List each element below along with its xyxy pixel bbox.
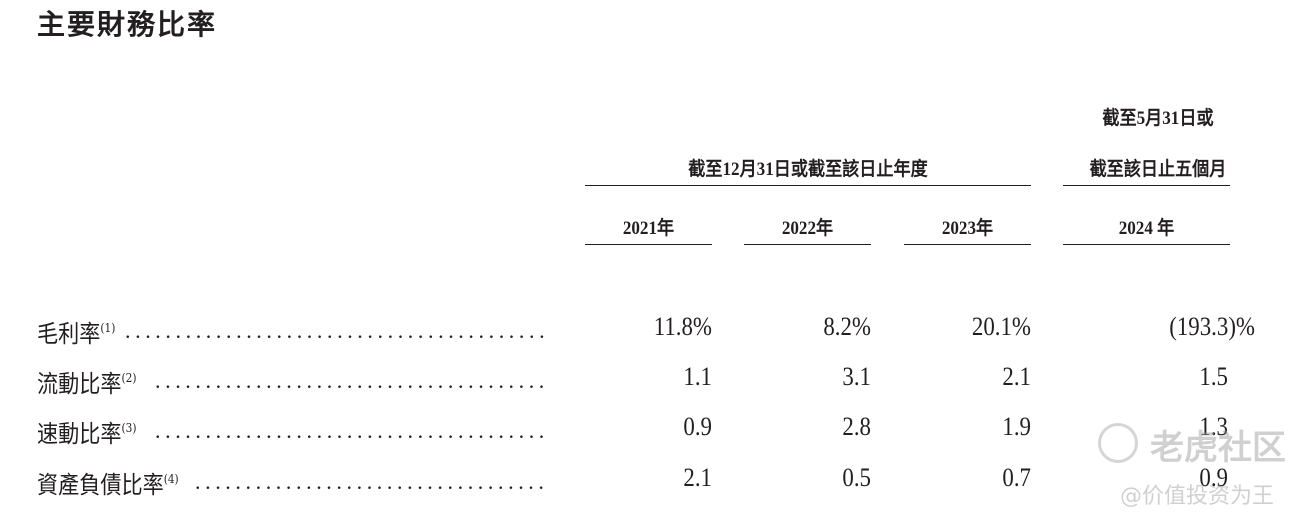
dot-leader: ........................................… (155, 418, 548, 443)
year-header-2022: 2022年 (781, 218, 834, 239)
ratio-value: 2.1 (683, 463, 712, 492)
watermark-brand: 老虎社区 (1150, 428, 1286, 468)
year-rule (744, 244, 871, 245)
dot-leader: ........................................… (195, 469, 548, 494)
header-fiscal-years: 截至12月31日或截至該日止年度 (688, 159, 928, 180)
dot-leader: ........................................… (155, 368, 548, 393)
footnote-ref: (1) (100, 321, 116, 335)
row-label: 資產負債比率(4) (37, 465, 179, 500)
header-five-months-line1: 截至5月31日或 (1102, 108, 1214, 129)
tiger-logo-icon (1098, 423, 1138, 463)
page-title: 主要財務比率 (37, 8, 218, 41)
ratio-value: 1.1 (683, 362, 712, 391)
header-rule (585, 185, 1031, 186)
year-header-2024: 2024 年 (1118, 218, 1175, 239)
row-label: 流動比率(2) (37, 364, 136, 399)
row-label: 毛利率(1) (37, 314, 115, 349)
row-label: 速動比率(3) (37, 414, 136, 449)
row-label-text: 毛利率 (37, 320, 101, 348)
row-label-text: 流動比率 (37, 370, 122, 398)
year-rule (904, 244, 1031, 245)
row-label-text: 資產負債比率 (37, 471, 164, 499)
ratio-value: 2.8 (842, 412, 871, 441)
ratio-value: 2.1 (1002, 362, 1031, 391)
year-rule (585, 244, 712, 245)
year-rule (1063, 244, 1230, 245)
footnote-ref: (2) (121, 371, 137, 385)
watermark-author: @价值投资为王 (1120, 484, 1275, 509)
year-header-2021: 2021年 (622, 218, 675, 239)
ratio-value: 1.9 (1002, 412, 1031, 441)
header-five-months-line2: 截至該日止五個月 (1089, 159, 1227, 180)
header-rule (1063, 185, 1230, 186)
ratio-value: 20.1% (971, 312, 1031, 341)
ratio-value: 3.1 (842, 362, 871, 391)
ratio-value: 11.8% (653, 312, 712, 341)
dot-leader: ........................................… (125, 318, 548, 343)
footnote-ref: (3) (121, 421, 137, 435)
ratio-value: 0.7 (1002, 463, 1031, 492)
ratio-value: 0.9 (683, 412, 712, 441)
ratio-value: 1.3 (1199, 412, 1228, 441)
footnote-ref: (4) (163, 472, 179, 486)
ratio-value: 0.5 (842, 463, 871, 492)
year-header-2023: 2023年 (941, 218, 994, 239)
ratio-value: (193.3)% (1169, 312, 1255, 341)
ratio-value: 1.5 (1199, 362, 1228, 391)
ratio-value: 0.9 (1199, 463, 1228, 492)
row-label-text: 速動比率 (37, 420, 122, 448)
ratio-value: 8.2% (823, 312, 871, 341)
